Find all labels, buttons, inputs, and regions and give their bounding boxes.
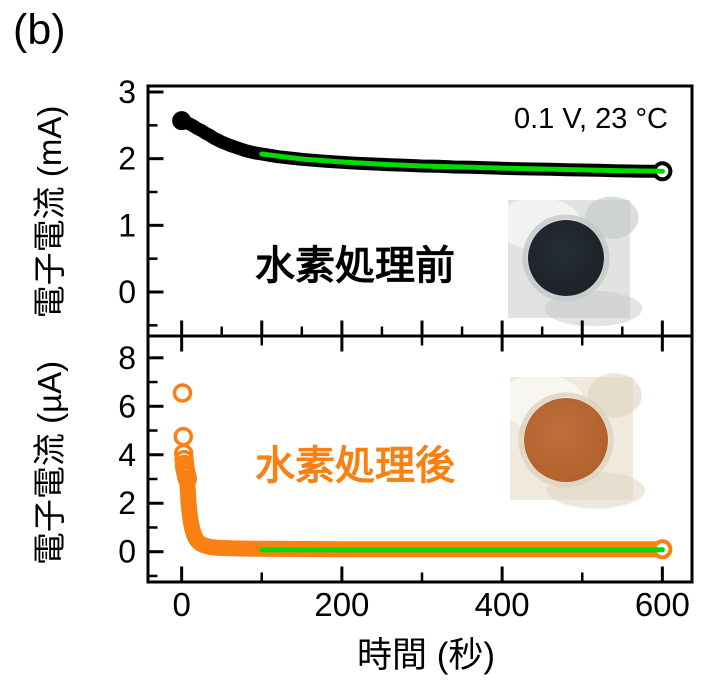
x-tick-label: 200 bbox=[314, 586, 369, 623]
panel-bottom: 0 2 4 6 8 0 200 400 600 bbox=[118, 334, 694, 623]
y-tick-label: 3 bbox=[118, 74, 136, 110]
panel-top: 0 1 2 3 bbox=[118, 74, 694, 338]
y-tick-label: 2 bbox=[118, 141, 136, 177]
initial-spike-after-hydrogen-point bbox=[172, 383, 193, 403]
y-tick-label: 1 bbox=[118, 207, 136, 243]
inset-photo-bottom bbox=[497, 373, 646, 509]
y-axis-title-top: 電子電流 (mA) bbox=[31, 105, 68, 319]
x-tick-label: 600 bbox=[635, 586, 690, 623]
x-axis-title: 時間 (秒) bbox=[356, 636, 496, 675]
measurement-conditions-annotation: 0.1 V, 23 °C bbox=[513, 103, 668, 135]
y-tick-label: 2 bbox=[118, 485, 136, 521]
figure-panel-label: (b) bbox=[13, 6, 66, 54]
x-tick-label: 400 bbox=[475, 586, 530, 623]
y-tick-label: 4 bbox=[118, 437, 136, 473]
axis-frame-bottom bbox=[146, 334, 694, 584]
x-tick-label: 0 bbox=[172, 586, 190, 623]
initial-spike-after-hydrogen-point bbox=[173, 426, 194, 447]
inset-photo-top bbox=[495, 196, 643, 327]
fit-before bbox=[259, 151, 665, 174]
y-tick-label: 0 bbox=[118, 534, 136, 570]
y-axis-title-bottom: 電子電流 (µA) bbox=[31, 360, 68, 566]
y-tick-label: 8 bbox=[118, 340, 136, 376]
caption-before-hydrogen: 水素処理前 bbox=[255, 244, 455, 288]
y-tick-label: 6 bbox=[118, 388, 136, 424]
y-tick-label: 0 bbox=[118, 274, 136, 310]
caption-after-hydrogen: 水素処理後 bbox=[255, 444, 455, 488]
sample-disk-top bbox=[528, 220, 604, 296]
sample-disk-bottom bbox=[524, 398, 608, 482]
